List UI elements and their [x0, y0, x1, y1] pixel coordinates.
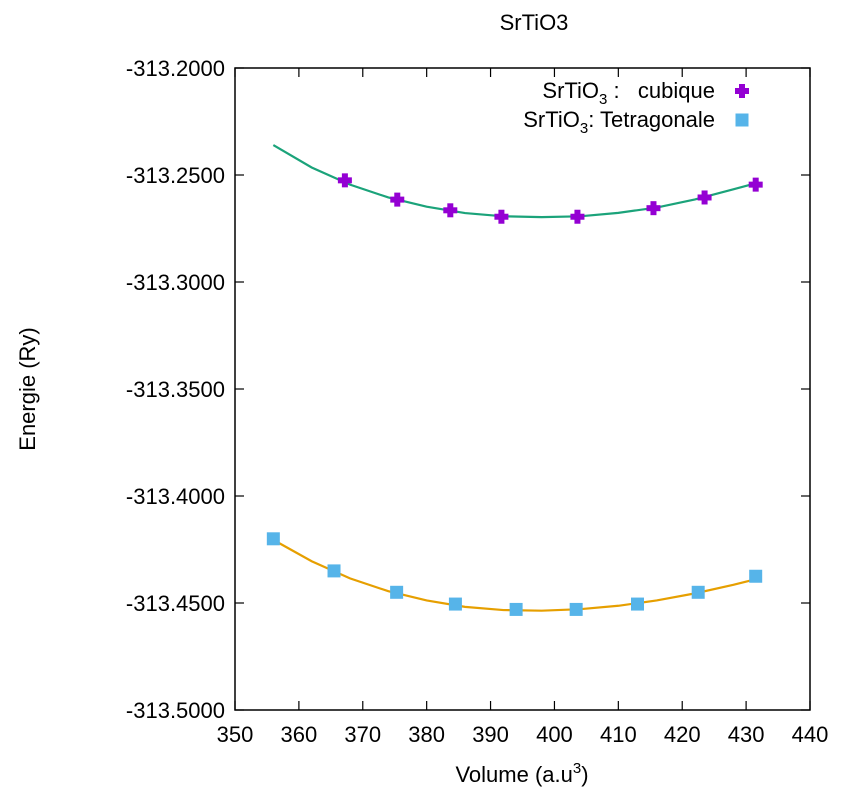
legend-label-tetragonale: SrTiO3: Tetragonale: [523, 107, 715, 137]
axis-ticks: 350 360 370 380 390 400 410 420 430 440 -313.2000 -…: [126, 56, 828, 747]
legend-label-cubique: SrTiO3 : cubique: [542, 78, 715, 108]
square-marker: [448, 597, 462, 611]
data-point: [748, 177, 763, 192]
data-point: [646, 201, 661, 216]
x-tick-label: 410: [600, 722, 637, 747]
x-axis-label-main: Volume (a.u: [455, 762, 572, 787]
data-point: [337, 173, 352, 188]
x-tick-label: 370: [344, 722, 381, 747]
y-tick-label: -313.2000: [126, 56, 225, 81]
data-point: [390, 585, 404, 599]
data-point: [494, 209, 509, 224]
y-tick-label: -313.4500: [126, 591, 225, 616]
square-marker: [509, 602, 523, 616]
fit-line: [272, 144, 760, 219]
plus-marker-horizontal: [697, 194, 712, 201]
legend-label-tetragonale-sub: 3: [580, 120, 588, 137]
x-tick-label: 380: [408, 722, 445, 747]
y-tick-label: -313.5000: [126, 698, 225, 723]
y-tick-label: -313.3500: [126, 377, 225, 402]
legend-label-tetragonale-main: SrTiO: [523, 107, 580, 132]
x-axis-label: Volume (a.u3): [455, 760, 588, 787]
y-tick-label: -313.4000: [126, 484, 225, 509]
legend-marker-tetragonale: [735, 113, 749, 127]
square-marker: [749, 569, 763, 583]
x-tick-label: 360: [281, 722, 318, 747]
x-tick-label: 440: [792, 722, 829, 747]
plus-marker-horizontal: [494, 213, 509, 220]
data-points: [266, 173, 763, 616]
data-point: [697, 190, 712, 205]
data-point: [266, 532, 280, 546]
data-point: [390, 192, 405, 207]
x-tick-label: 400: [536, 722, 573, 747]
square-marker: [327, 564, 341, 578]
data-point: [691, 585, 705, 599]
legend-marker-cubique: [735, 84, 749, 98]
x-tick-label: 350: [217, 722, 254, 747]
legend-label-cubique-sub: 3: [599, 91, 607, 108]
plus-marker-horizontal: [390, 196, 405, 203]
y-axis-label: Energie (Ry): [15, 327, 40, 450]
legend-label-cubique-main: SrTiO: [542, 78, 599, 103]
plus-marker-horizontal: [570, 213, 585, 220]
square-marker: [569, 602, 583, 616]
x-tick-label: 420: [664, 722, 701, 747]
plus-marker-horizontal: [646, 205, 661, 212]
square-marker: [691, 585, 705, 599]
square-marker: [735, 113, 749, 127]
legend: SrTiO3 : cubique SrTiO3: Tetragonale: [523, 78, 749, 137]
x-axis-label-sup: 3: [573, 760, 581, 777]
y-tick-label: -313.3000: [126, 270, 225, 295]
square-marker: [266, 532, 280, 546]
y-tick-label: -313.2500: [126, 163, 225, 188]
data-point: [509, 602, 523, 616]
data-point: [443, 203, 458, 218]
data-point: [327, 564, 341, 578]
fit-line: [272, 538, 760, 612]
data-point: [569, 602, 583, 616]
x-axis-label-close: ): [581, 762, 588, 787]
plus-marker-horizontal: [735, 88, 749, 94]
data-point: [448, 597, 462, 611]
square-marker: [631, 597, 644, 611]
plus-marker-horizontal: [748, 181, 763, 188]
plus-marker-horizontal: [443, 207, 458, 214]
data-point: [570, 209, 585, 224]
legend-label-tetragonale-rest: : Tetragonale: [588, 107, 715, 132]
legend-label-cubique-rest: : cubique: [607, 78, 715, 103]
data-point: [749, 569, 763, 583]
fit-curves: [272, 144, 760, 612]
data-point: [631, 597, 644, 611]
plus-marker-horizontal: [337, 177, 352, 184]
square-marker: [390, 585, 404, 599]
chart-title: SrTiO3: [500, 10, 569, 35]
x-tick-label: 430: [728, 722, 765, 747]
x-tick-label: 390: [472, 722, 509, 747]
